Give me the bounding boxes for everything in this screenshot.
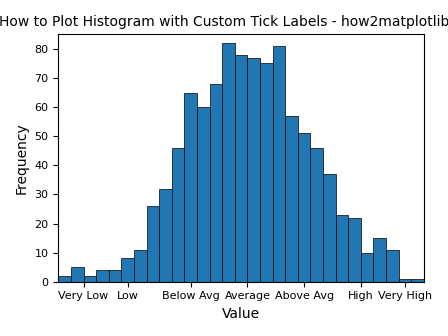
Bar: [285, 116, 298, 282]
Bar: [71, 267, 84, 282]
Bar: [386, 250, 399, 282]
Bar: [336, 215, 348, 282]
Bar: [361, 253, 374, 282]
Bar: [374, 238, 386, 282]
Bar: [197, 107, 210, 282]
Bar: [210, 84, 222, 282]
Bar: [298, 133, 310, 282]
Bar: [146, 206, 159, 282]
Bar: [58, 276, 71, 282]
Bar: [348, 218, 361, 282]
Title: How to Plot Histogram with Custom Tick Labels - how2matplotlib.com: How to Plot Histogram with Custom Tick L…: [0, 15, 448, 29]
X-axis label: Value: Value: [222, 307, 260, 321]
Bar: [273, 46, 285, 282]
Bar: [247, 57, 260, 282]
Bar: [134, 250, 146, 282]
Bar: [323, 174, 336, 282]
Bar: [109, 270, 121, 282]
Bar: [172, 148, 185, 282]
Bar: [411, 279, 424, 282]
Bar: [310, 148, 323, 282]
Bar: [399, 279, 411, 282]
Bar: [84, 276, 96, 282]
Bar: [159, 188, 172, 282]
Bar: [185, 92, 197, 282]
Bar: [121, 258, 134, 282]
Bar: [235, 55, 247, 282]
Bar: [96, 270, 109, 282]
Bar: [260, 64, 273, 282]
Bar: [222, 43, 235, 282]
Y-axis label: Frequency: Frequency: [15, 122, 29, 194]
